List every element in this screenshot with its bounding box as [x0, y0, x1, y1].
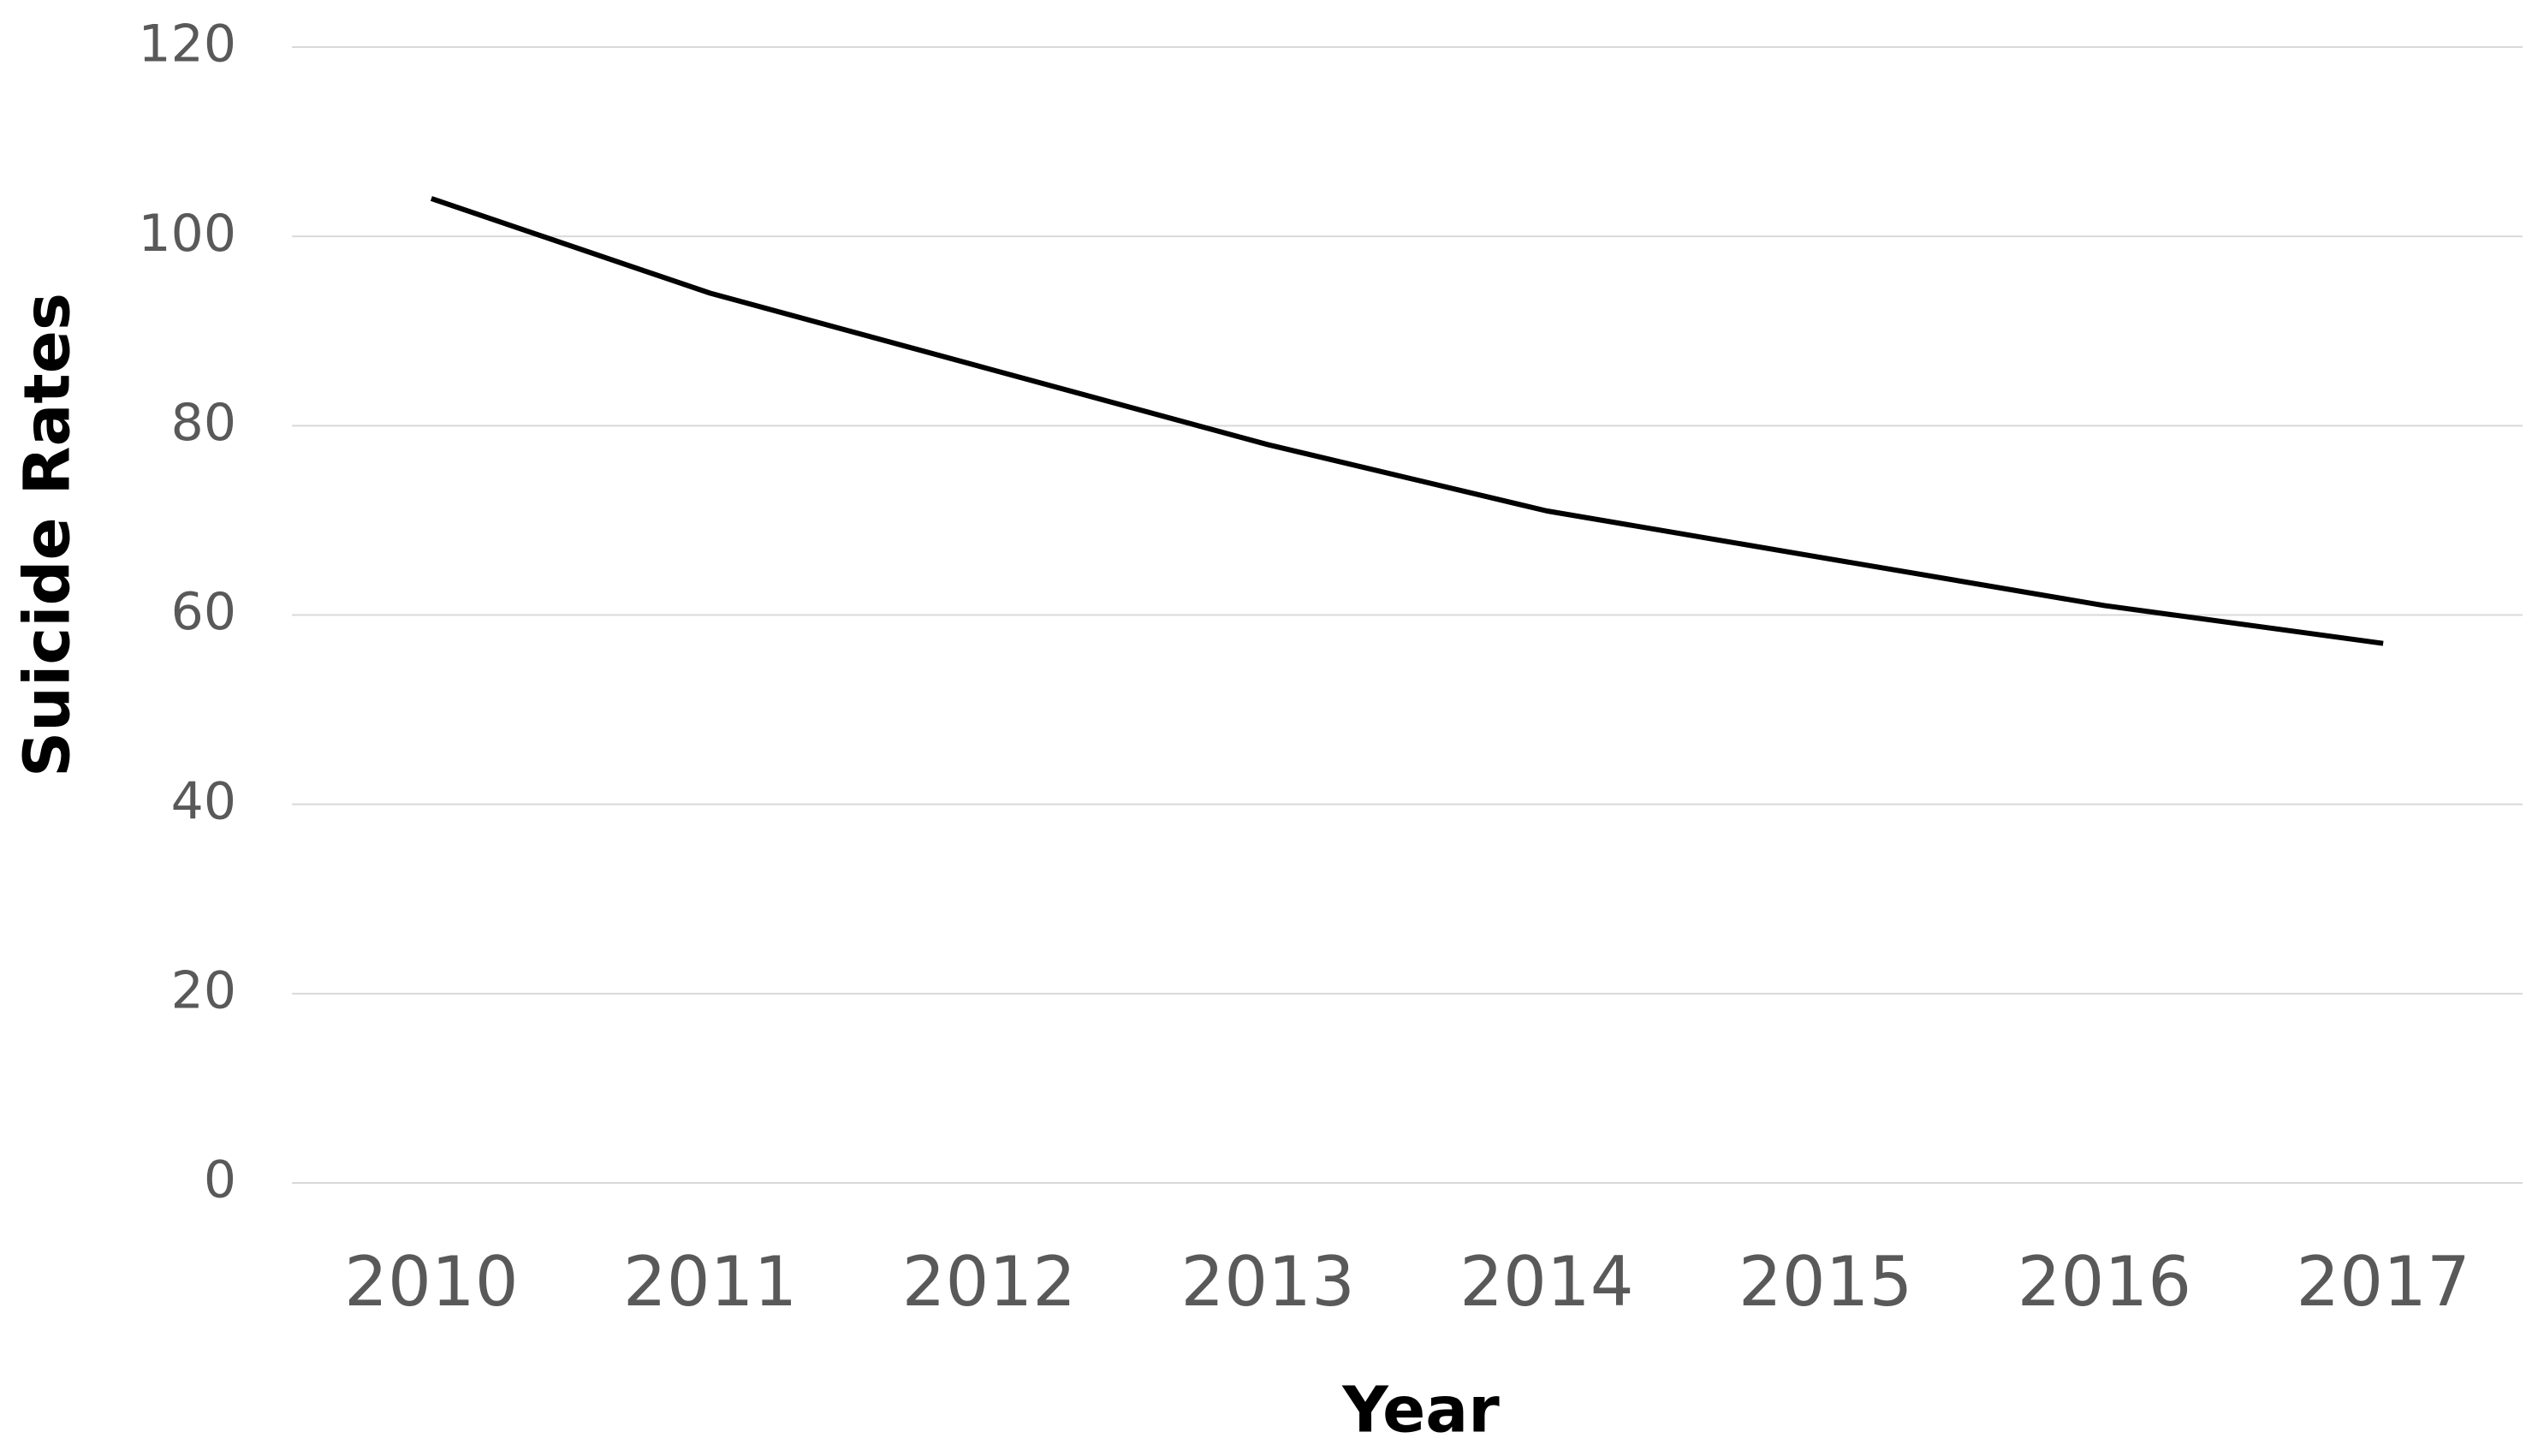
- x-tick-label: 2010: [344, 1242, 519, 1322]
- x-tick-label: 2015: [1739, 1242, 1913, 1322]
- x-tick-label: 2012: [902, 1242, 1077, 1322]
- x-tick-label: 2016: [2018, 1242, 2192, 1322]
- y-tick-label: 40: [171, 771, 236, 831]
- y-tick-label: 100: [138, 204, 236, 264]
- x-axis-title: Year: [1341, 1374, 1500, 1447]
- y-tick-label: 0: [204, 1150, 236, 1210]
- y-axis-title: Suicide Rates: [11, 293, 85, 777]
- y-tick-label: 80: [171, 393, 236, 453]
- x-tick-label: 2014: [1459, 1242, 1634, 1322]
- data-line: [430, 196, 2384, 646]
- x-tick-label: 2017: [2296, 1242, 2470, 1322]
- x-tick-label: 2011: [623, 1242, 798, 1322]
- x-tick-label: 2013: [1180, 1242, 1355, 1322]
- y-tick-label: 120: [138, 15, 236, 74]
- y-tick-label: 20: [171, 960, 236, 1020]
- y-tick-label: 60: [171, 582, 236, 642]
